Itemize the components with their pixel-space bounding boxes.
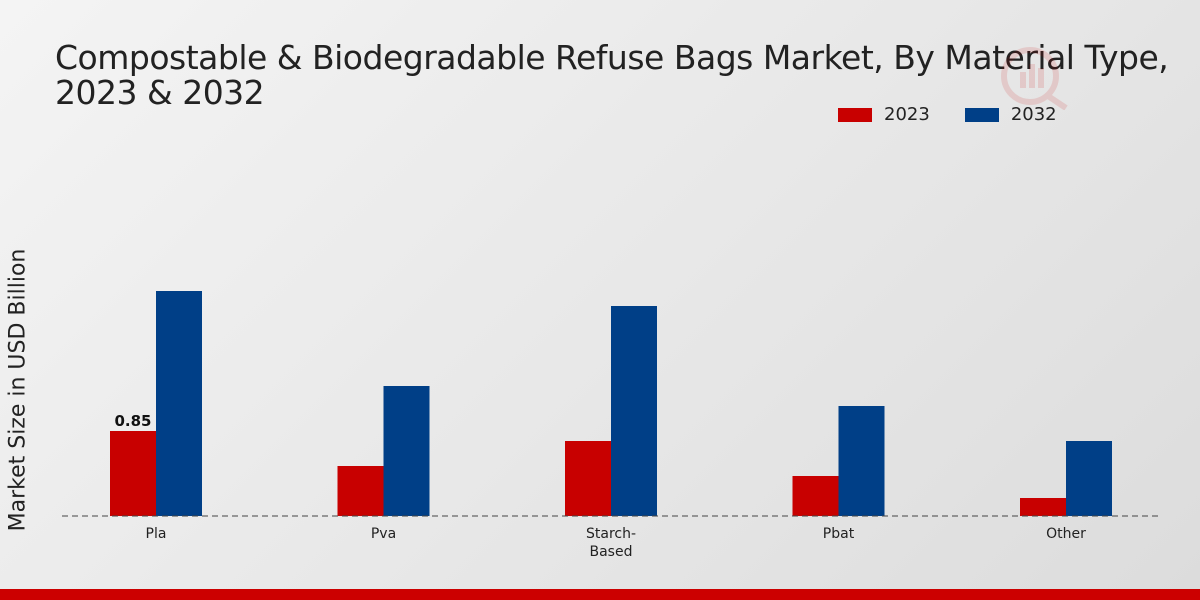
bar-2023-other — [1020, 498, 1066, 516]
x-tick-label: Starch-Based — [586, 526, 636, 560]
bottom-accent-bar — [0, 589, 1200, 600]
legend-label-2023: 2023 — [884, 104, 930, 125]
bar-2032-pbat — [838, 406, 885, 516]
legend-label-2032: 2032 — [1010, 104, 1057, 125]
legend-swatch-2032 — [964, 107, 999, 122]
bar-2032-other — [1066, 441, 1112, 516]
x-tick-label: Pva — [371, 526, 396, 542]
bar-2032-pva — [383, 386, 430, 516]
x-tick-label: Pbat — [823, 526, 855, 542]
legend-swatch-2023 — [838, 107, 872, 122]
x-tick-label: Other — [1046, 526, 1086, 542]
watermark-logo-icon — [1001, 47, 1068, 110]
bar-2032-pla — [156, 291, 202, 516]
bar-2023-pva — [337, 466, 384, 516]
bar-2023-pbat — [792, 476, 839, 516]
bar-2032-starch-based — [611, 306, 657, 516]
bar-2023-starch-based — [565, 441, 611, 516]
legend-item-2032: 2032 — [964, 104, 1057, 125]
legend-item-2023: 2023 — [838, 104, 930, 125]
legend: 2023 2032 — [838, 104, 1092, 125]
bar-2023-pla — [110, 431, 156, 516]
data-label: 0.85 — [114, 412, 151, 430]
chart-title: Compostable & Biodegradable Refuse Bags … — [55, 38, 1169, 112]
x-tick-label: Pla — [146, 526, 167, 542]
